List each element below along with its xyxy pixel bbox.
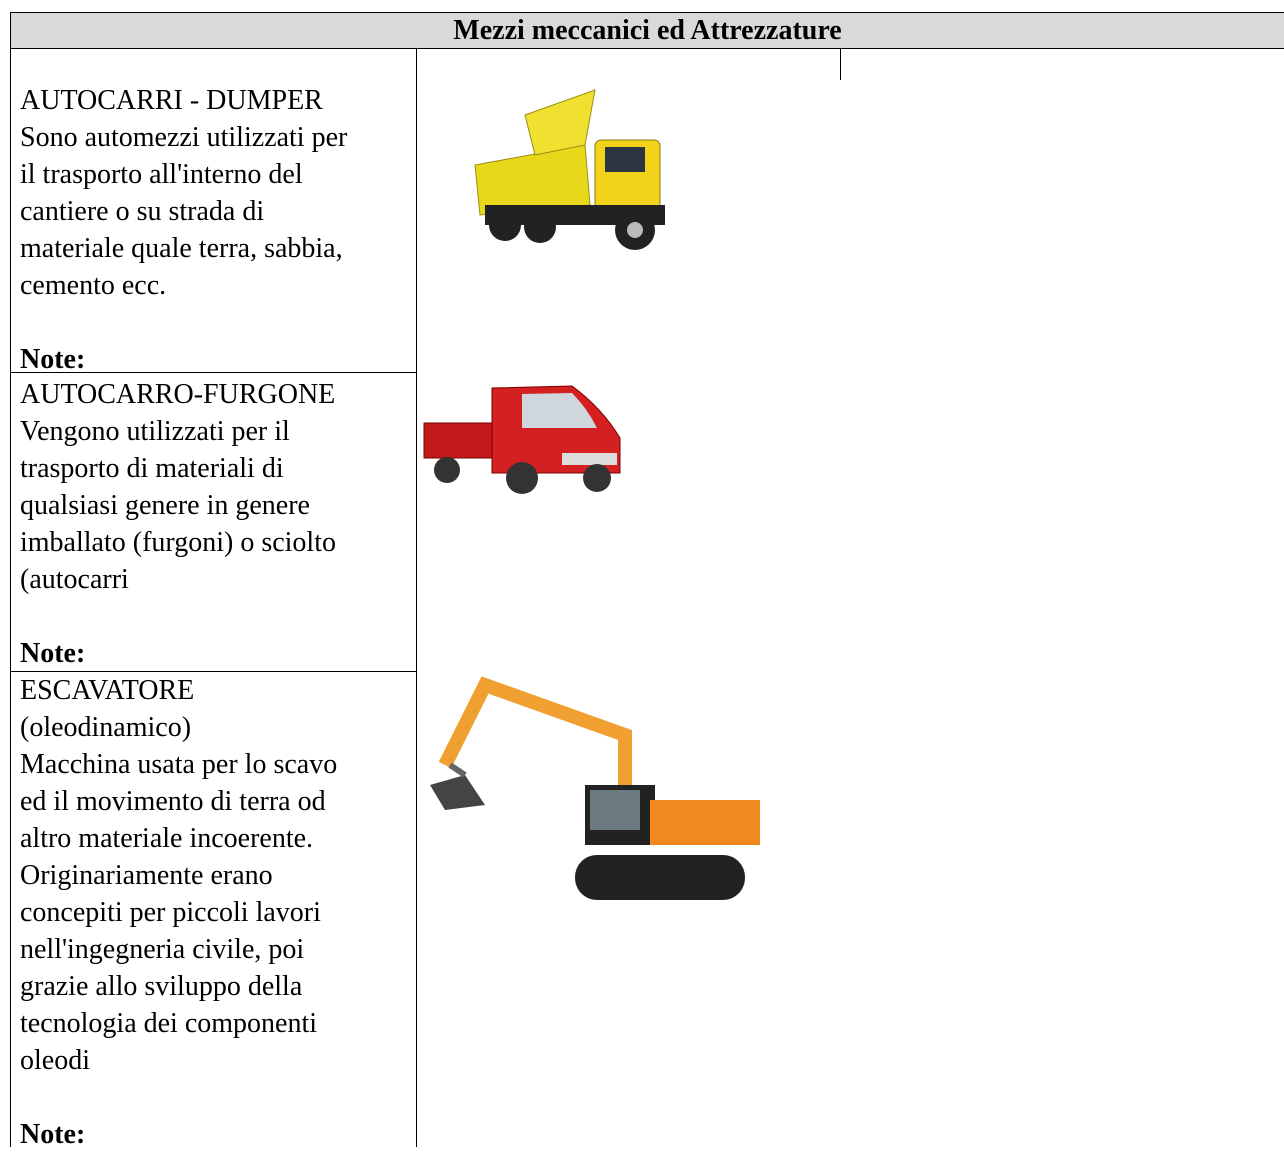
description-line: oleodi	[20, 1045, 90, 1076]
description-line: trasporto di materiali di	[20, 453, 284, 484]
description-line: imballato (furgoni) o sciolto	[20, 527, 336, 558]
description-line: (oleodinamico)	[20, 712, 192, 743]
table-header: Mezzi meccanici ed Attrezzature	[10, 12, 1284, 49]
description-line: grazie allo sviluppo della	[20, 971, 303, 1002]
description-line: cemento ecc.	[20, 270, 167, 301]
dump-truck-image	[474, 89, 665, 250]
description-line: Originariamente erano	[20, 860, 273, 891]
description-line: AUTOCARRO-FURGONE	[20, 379, 336, 410]
description-line: altro materiale incoerente.	[20, 823, 314, 854]
column-divider	[416, 49, 417, 1147]
description-line: Sono automezzi utilizzati per	[20, 122, 348, 153]
van-truck-image	[423, 385, 621, 494]
description-line: tecnologia dei componenti	[20, 1008, 318, 1039]
description-line: ed il movimento di terra od	[20, 786, 326, 817]
note-label: Note:	[20, 638, 86, 669]
description-line: il trasporto all'interno del	[20, 159, 303, 190]
description-line: Macchina usata per lo scavo	[20, 749, 338, 780]
note-label: Note:	[20, 1119, 86, 1150]
excavator-image	[430, 676, 760, 900]
cursor-mark	[840, 49, 841, 80]
description-line: Vengono utilizzati per il	[20, 416, 290, 447]
table-border-left	[10, 12, 11, 1147]
description-line: qualsiasi genere in genere	[20, 490, 310, 521]
description-line: nell'ingegneria civile, poi	[20, 934, 305, 965]
description-line: concepiti per piccoli lavori	[20, 897, 321, 928]
row-divider	[10, 372, 416, 373]
row-divider	[10, 671, 416, 672]
description-line: cantiere o su strada di	[20, 196, 265, 227]
description-line: ESCAVATORE	[20, 675, 195, 706]
description-line: (autocarri	[20, 564, 129, 595]
description-line: AUTOCARRI - DUMPER	[20, 85, 323, 116]
note-label: Note:	[20, 344, 86, 375]
description-line: materiale quale terra, sabbia,	[20, 233, 343, 264]
